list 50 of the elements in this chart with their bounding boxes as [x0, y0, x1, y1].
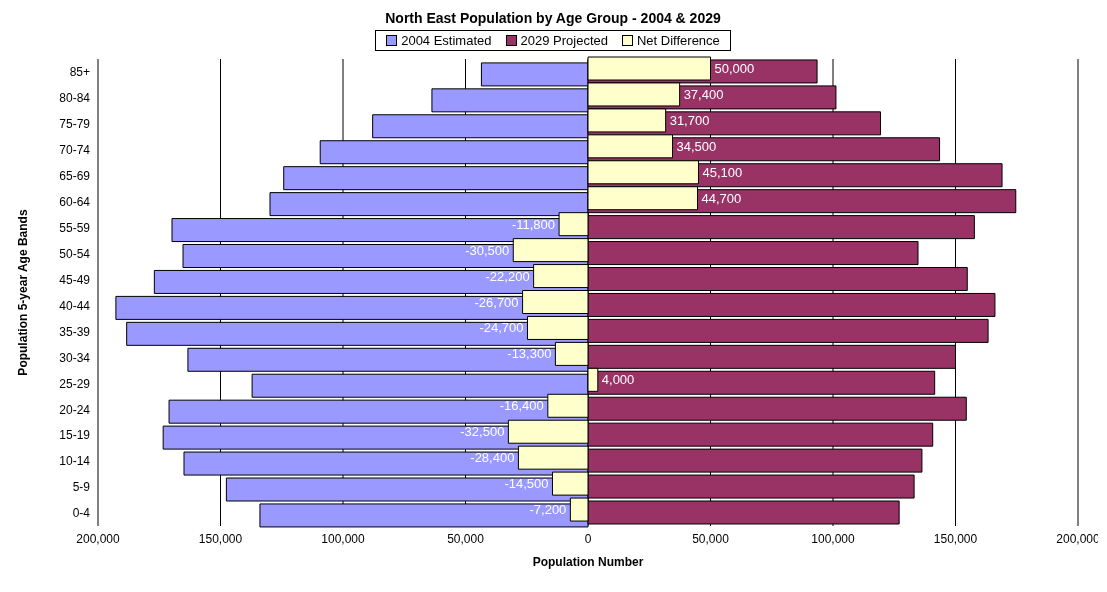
data-label: 31,700 [669, 112, 710, 128]
data-label: 45,100 [702, 164, 743, 180]
y-tick-label: 75-79 [59, 117, 91, 132]
y-tick-label: 65-69 [59, 169, 91, 184]
data-label: -11,800 [511, 216, 556, 232]
y-axis-title: Population 5-year Age Bands [16, 209, 31, 376]
data-label: -22,200 [485, 268, 530, 284]
data-label: -28,400 [470, 450, 515, 466]
x-tick-label: 150,000 [933, 531, 978, 546]
data-label: -16,400 [499, 398, 544, 414]
y-tick-label: 20-24 [59, 402, 91, 417]
legend-label: Net Difference [635, 33, 720, 48]
data-label: -32,500 [460, 424, 505, 440]
y-tick-label: 70-74 [59, 143, 91, 158]
data-label: 4,000 [601, 372, 635, 388]
y-tick-label: 30-34 [59, 350, 91, 365]
y-tick-label: 10-14 [59, 454, 91, 469]
y-tick-label: 60-64 [59, 194, 91, 209]
y-tick-label: 25-29 [59, 376, 91, 391]
data-label: 34,500 [676, 138, 717, 154]
y-tick-label: 55-59 [59, 220, 91, 235]
chart-title: North East Population by Age Group - 2004 & 2029 [384, 10, 722, 26]
data-label: -13,300 [507, 346, 552, 362]
data-label: 37,400 [683, 87, 724, 102]
x-tick-label: 50,000 [447, 531, 485, 546]
data-label: -7,200 [529, 502, 567, 518]
data-label: -24,700 [479, 320, 524, 336]
data-label: -14,500 [504, 476, 549, 492]
data-label: 50,000 [714, 61, 755, 77]
y-tick-label: 0-4 [72, 506, 91, 521]
x-tick-label: 200,000 [76, 531, 121, 546]
y-tick-label: 35-39 [59, 324, 91, 339]
data-label: 44,700 [701, 190, 742, 206]
y-tick-label: 50-54 [59, 246, 91, 261]
y-tick-label: 80-84 [59, 91, 91, 106]
y-tick-label: 40-44 [59, 298, 91, 313]
legend-label: 2004 Estimated [400, 33, 492, 48]
data-label: -26,700 [474, 294, 519, 310]
data-label: -30,500 [465, 242, 510, 258]
x-tick-label: 50,000 [692, 531, 730, 546]
legend-label: 2029 Projected [519, 33, 608, 48]
x-tick-label: 150,000 [198, 531, 243, 546]
y-tick-label: 15-19 [59, 428, 91, 443]
y-tick-label: 45-49 [59, 272, 91, 287]
x-tick-label: 100,000 [811, 531, 856, 546]
x-axis-title: Population Number [532, 555, 644, 569]
x-tick-label: 0 [584, 531, 592, 546]
y-tick-label: 85+ [69, 65, 90, 80]
x-tick-label: 100,000 [321, 531, 366, 546]
y-tick-label: 5-9 [72, 480, 91, 495]
